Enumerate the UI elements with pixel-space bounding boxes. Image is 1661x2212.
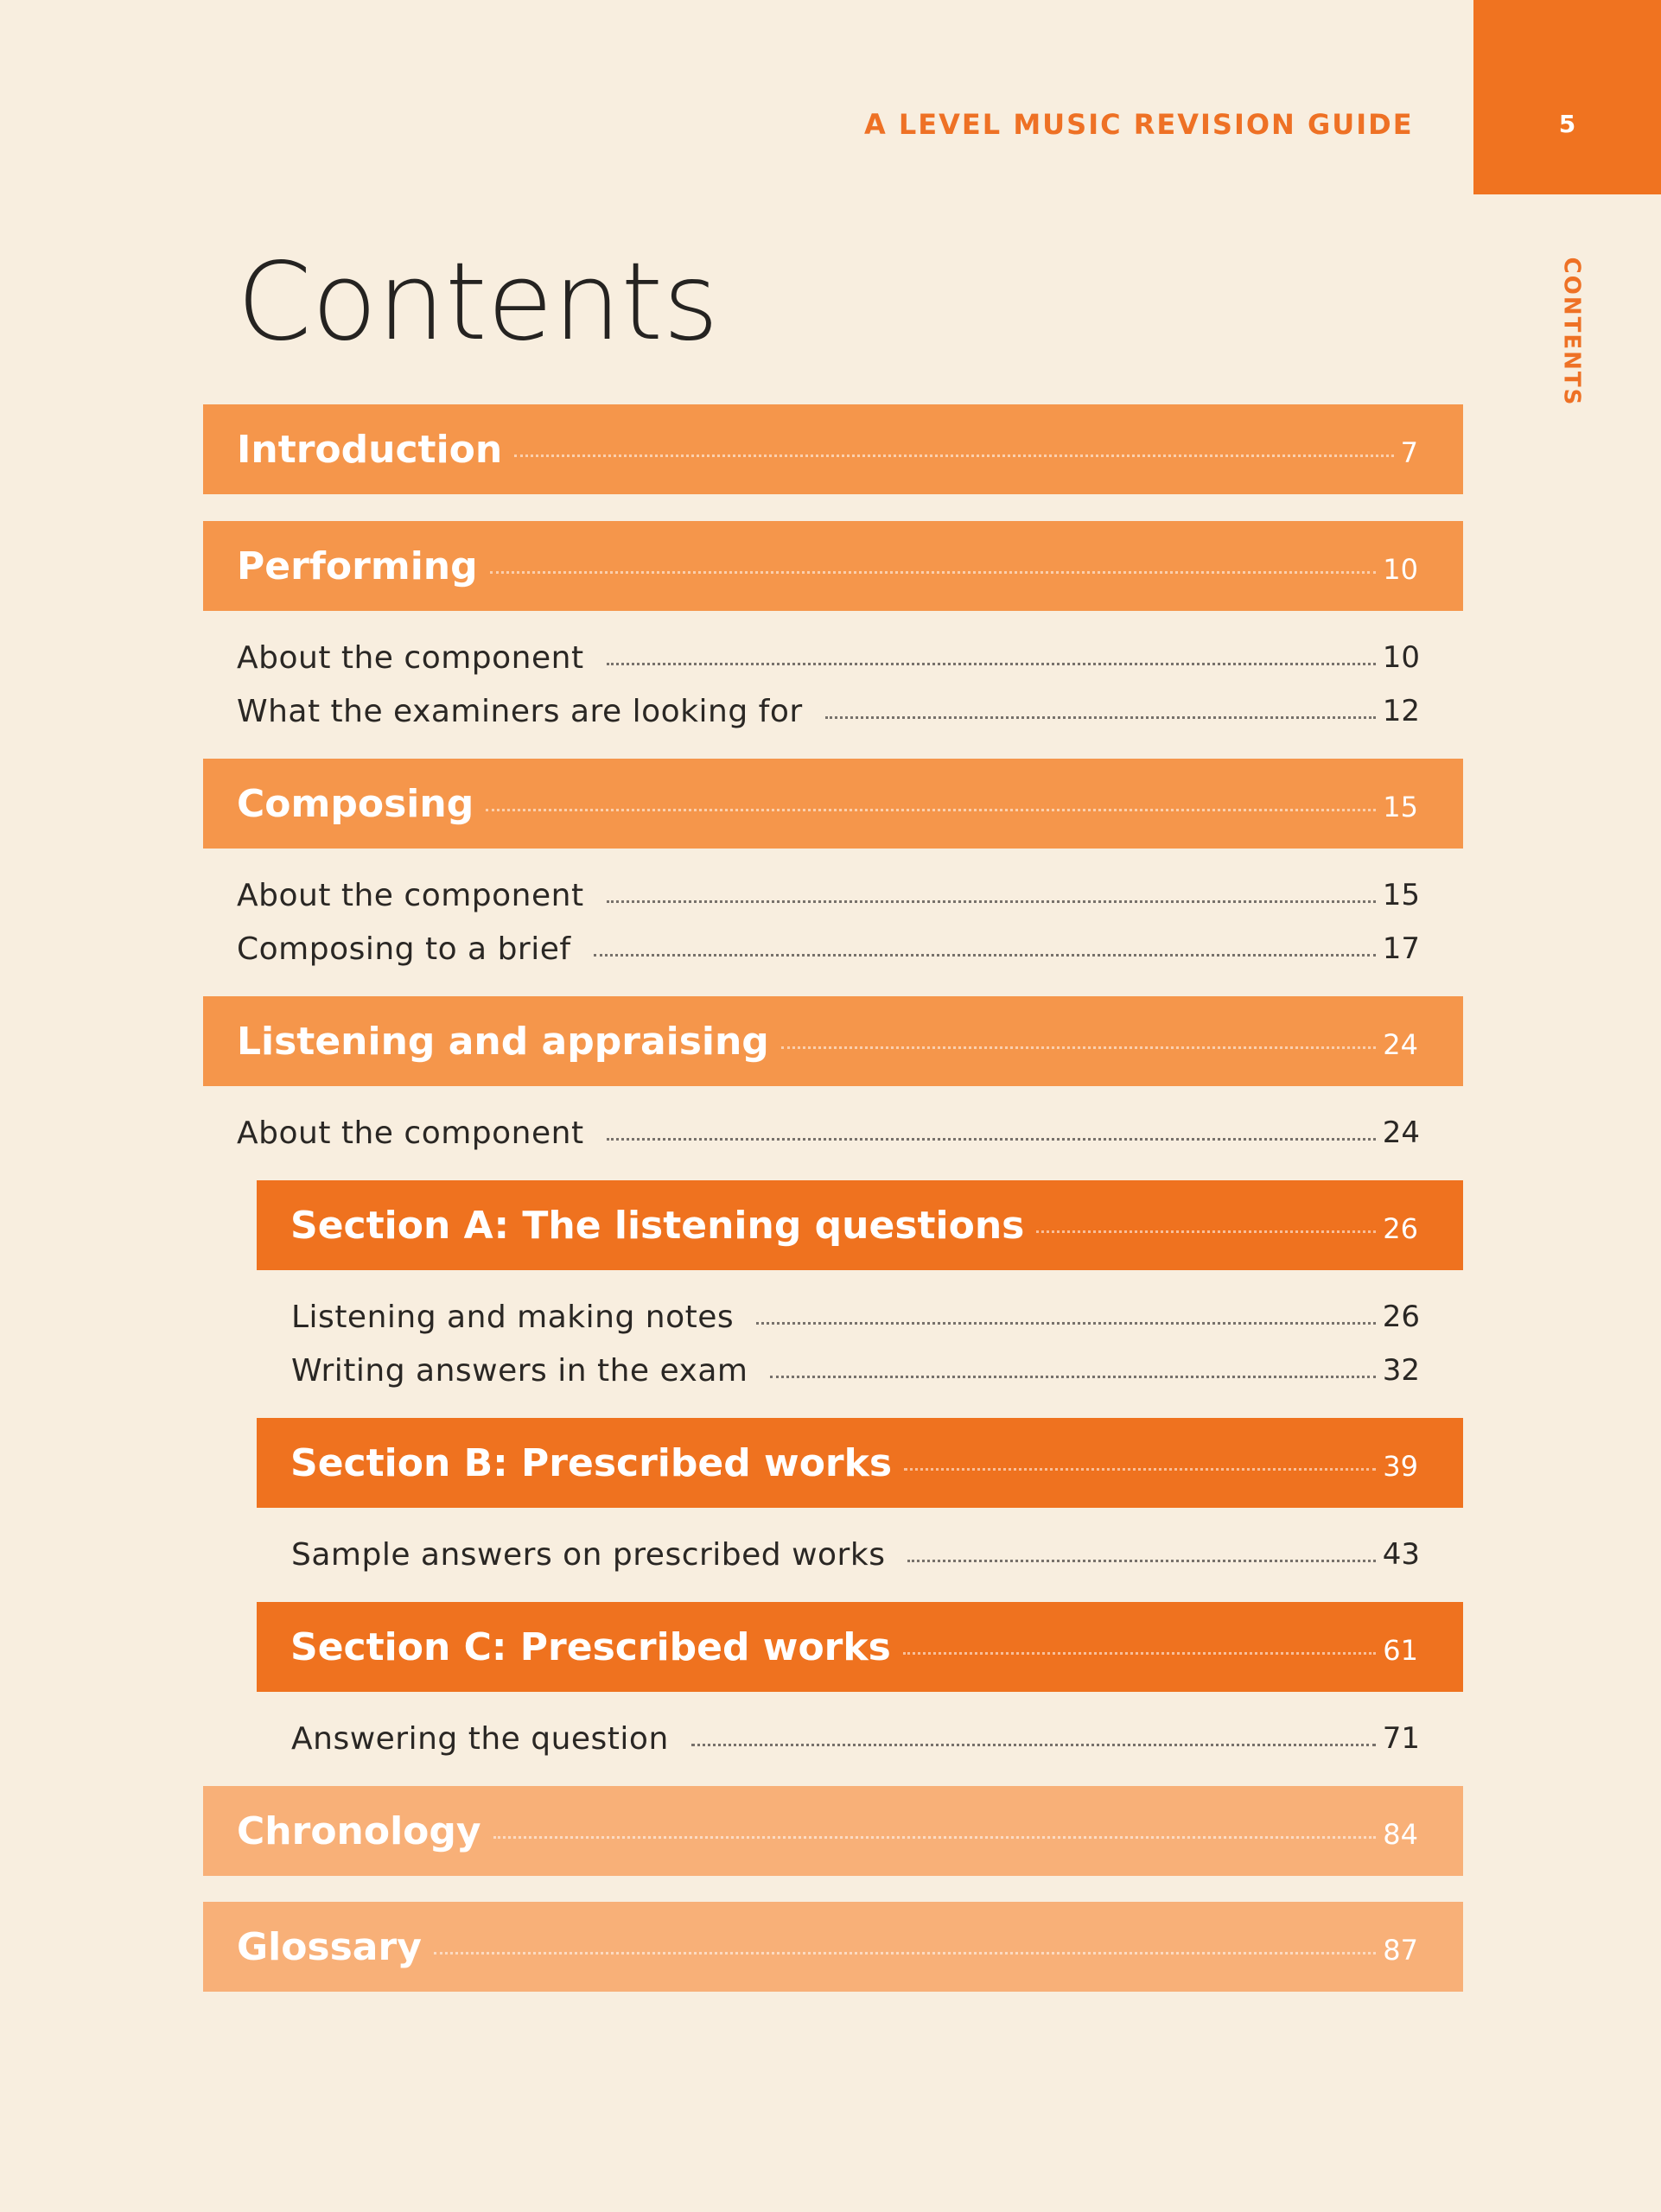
toc-chapter-label: Glossary	[237, 1924, 422, 1969]
toc-page-number: 26	[1382, 1300, 1420, 1334]
toc-entry[interactable]: Answering the question 71	[291, 1714, 1420, 1763]
toc-section-label: Section A: The listening questions	[290, 1203, 1025, 1248]
dot-leader	[433, 1951, 1377, 1955]
dot-leader	[904, 1467, 1377, 1471]
toc-page-number: 24	[1382, 1116, 1420, 1150]
dot-leader	[606, 1137, 1376, 1141]
toc-page-number: 10	[1383, 553, 1418, 586]
page-number: 5	[1558, 110, 1576, 138]
toc-entry[interactable]: What the examiners are looking for 12	[237, 687, 1420, 735]
toc-entry-label: Sample answers on prescribed works	[291, 1536, 886, 1573]
toc-page-number: 12	[1382, 694, 1420, 728]
toc-entry-label: About the component	[237, 877, 584, 913]
toc-chapter-label: Performing	[237, 543, 478, 588]
toc-page-number: 15	[1382, 878, 1420, 912]
toc-section-a[interactable]: Section A: The listening questions 26	[257, 1180, 1463, 1270]
toc-entry-label: Composing to a brief	[237, 931, 571, 967]
toc-chapter-label: Introduction	[237, 427, 503, 472]
running-title: A LEVEL MUSIC REVISION GUIDE	[864, 108, 1414, 141]
dot-leader	[770, 1375, 1376, 1378]
toc-page-number: 32	[1382, 1353, 1420, 1388]
dot-leader	[690, 1743, 1376, 1746]
page-number-tab: 5	[1473, 0, 1661, 194]
toc-entry[interactable]: About the component 24	[237, 1109, 1420, 1157]
toc-entry[interactable]: Listening and making notes 26	[291, 1293, 1420, 1341]
toc-page-number: 17	[1382, 931, 1420, 966]
dot-leader	[907, 1559, 1376, 1562]
toc-page-number: 10	[1382, 640, 1420, 675]
toc-chapter-chronology[interactable]: Chronology 84	[203, 1786, 1463, 1876]
toc-entry-label: Writing answers in the exam	[291, 1352, 748, 1389]
toc-page-number: 61	[1383, 1634, 1418, 1667]
toc-chapter-glossary[interactable]: Glossary 87	[203, 1902, 1463, 1992]
toc-page-number: 15	[1383, 791, 1418, 823]
dot-leader	[489, 570, 1377, 574]
page-title: Contents	[237, 240, 719, 365]
toc-chapter-label: Chronology	[237, 1808, 481, 1853]
dot-leader	[493, 1835, 1377, 1839]
dot-leader	[780, 1046, 1377, 1049]
toc-page-number: 26	[1383, 1212, 1418, 1245]
dot-leader	[514, 454, 1394, 457]
toc-entry-label: About the component	[237, 1115, 584, 1151]
toc-entry-label: Listening and making notes	[291, 1299, 735, 1335]
toc-section-label: Section B: Prescribed works	[290, 1440, 893, 1485]
dot-leader	[902, 1651, 1377, 1655]
toc-entry-label: About the component	[237, 639, 584, 676]
toc-section-b[interactable]: Section B: Prescribed works 39	[257, 1418, 1463, 1508]
toc-chapter-listening[interactable]: Listening and appraising 24	[203, 996, 1463, 1086]
toc-entry[interactable]: About the component 10	[237, 633, 1420, 682]
toc-chapter-composing[interactable]: Composing 15	[203, 759, 1463, 849]
toc-entry[interactable]: About the component 15	[237, 871, 1420, 919]
dot-leader	[606, 899, 1376, 903]
toc-page-number: 43	[1382, 1537, 1420, 1572]
toc-entry-label: Answering the question	[291, 1720, 669, 1757]
toc-page-number: 71	[1382, 1721, 1420, 1756]
toc-entry-label: What the examiners are looking for	[237, 693, 803, 729]
toc-entry[interactable]: Writing answers in the exam 32	[291, 1346, 1420, 1395]
dot-leader	[486, 808, 1377, 811]
dot-leader	[1036, 1230, 1377, 1233]
toc-section-label: Section C: Prescribed works	[290, 1624, 891, 1669]
toc-page-number: 24	[1383, 1028, 1418, 1061]
dot-leader	[593, 953, 1376, 957]
toc-chapter-label: Composing	[237, 781, 474, 826]
toc-page-number: 39	[1383, 1450, 1418, 1483]
toc-page-number: 87	[1383, 1934, 1418, 1967]
toc-chapter-label: Listening and appraising	[237, 1019, 769, 1064]
dot-leader	[606, 662, 1376, 665]
toc-page-number: 84	[1383, 1818, 1418, 1851]
toc-entry[interactable]: Sample answers on prescribed works 43	[291, 1530, 1420, 1579]
toc-chapter-introduction[interactable]: Introduction 7	[203, 404, 1463, 494]
toc-section-c[interactable]: Section C: Prescribed works 61	[257, 1602, 1463, 1692]
toc-entry[interactable]: Composing to a brief 17	[237, 925, 1420, 973]
dot-leader	[824, 715, 1376, 719]
dot-leader	[756, 1321, 1376, 1325]
toc-chapter-performing[interactable]: Performing 10	[203, 521, 1463, 611]
toc-page-number: 7	[1400, 436, 1418, 469]
